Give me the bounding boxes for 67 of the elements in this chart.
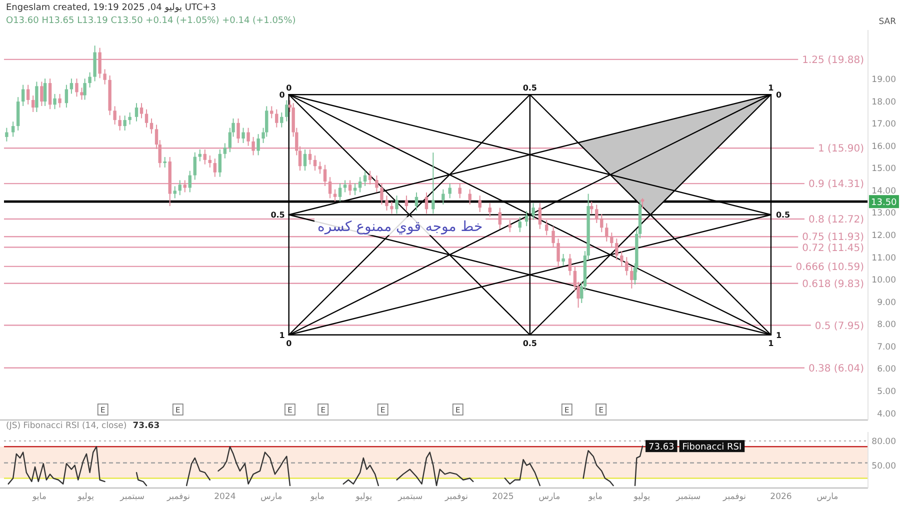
y-tick-label: 7.00	[877, 342, 896, 352]
y-tick-label: 18.00	[872, 97, 896, 108]
y-tick-label: 15.00	[872, 164, 896, 174]
annotation: 0.5	[522, 84, 538, 93]
y-tick-label: 14.00	[872, 186, 896, 196]
x-tick-label: نوفمبر	[166, 492, 190, 502]
y-tick-label: 19.00	[872, 75, 896, 86]
ref-line-label: 0.8 (12.72)	[808, 214, 864, 226]
x-tick-label: يوليو	[76, 492, 95, 502]
annotation: 0.5	[776, 210, 791, 220]
annotation: 1	[768, 338, 774, 348]
ref-line-label: 0.72 (11.45)	[802, 242, 864, 254]
ref-line-label: 1.25 (19.88)	[802, 54, 864, 66]
y-tick-label: 16.00	[872, 142, 896, 152]
x-tick-label: مايو	[32, 492, 46, 502]
x-tick-label: يوليو	[632, 492, 651, 502]
annotation: 0	[279, 90, 286, 100]
y-tick-label: 9.00	[877, 298, 896, 308]
annotation: 0	[286, 338, 292, 348]
text: Engeslam created, 19:19 2025 ,04 يوليو UTC+3	[6, 3, 216, 13]
y-tick-label: 80.00	[872, 436, 896, 447]
y-tick-label: 4.00	[877, 409, 896, 420]
x-tick-label: مارس	[260, 492, 282, 502]
annotation: خط موجه قوي ممنوع كسره	[318, 219, 483, 236]
ref-line-label: 0.618 (9.83)	[802, 278, 864, 290]
ref-line-label: 1 (15.90)	[818, 144, 864, 155]
x-tick-label: مايو	[588, 492, 602, 502]
annotation: 0.5	[522, 338, 538, 348]
x-tick-label: نوفمبر	[444, 492, 468, 502]
text: O13.60 H13.65 L13.19 C13.50 +0.14 (+1.05%) +0.14 (+1.05%)	[6, 16, 296, 26]
y-tick-label: 17.00	[872, 120, 896, 130]
y-tick-label: 8.00	[877, 320, 896, 330]
ref-line-label: 0.75 (11.93)	[802, 232, 864, 244]
y-tick-label: 12.00	[872, 231, 896, 242]
x-tick-label: 2024	[214, 492, 236, 502]
x-tick-label: 2025	[492, 492, 514, 502]
x-tick-label: نوفمبر	[722, 492, 746, 502]
ref-line-label: 0.38 (6.04)	[808, 363, 864, 374]
annotation: 0	[286, 84, 292, 93]
text: Fibonacci RSI	[682, 442, 742, 453]
ref-line-label: 13.50	[871, 198, 898, 208]
y-tick-label: 6.00	[877, 364, 896, 375]
x-tick-label: مارس	[538, 492, 560, 502]
y-tick-label: 10.00	[872, 276, 896, 286]
x-tick-label: مايو	[310, 492, 324, 502]
ref-line-label: 0.666 (10.59)	[796, 262, 864, 273]
y-axis-title: SAR	[878, 17, 896, 27]
annotation: 0.5	[270, 210, 286, 220]
x-tick-label: 2026	[770, 492, 792, 502]
y-tick-label: 50.00	[872, 461, 896, 472]
x-tick-label: سبتمبر	[397, 492, 423, 502]
x-tick-label: سبتمبر	[675, 492, 701, 502]
x-tick-label: مارس	[816, 492, 838, 502]
ref-line-label: 0.5 (7.95)	[814, 320, 864, 332]
annotation: 0	[776, 90, 782, 100]
text: 73.63	[132, 421, 160, 431]
annotation: 1	[768, 84, 774, 93]
x-tick-label: سبتمبر	[119, 492, 145, 502]
annotation: 1	[279, 330, 286, 340]
chart-title: (JS) Fibonacci RSI (14, close)	[6, 421, 127, 431]
data-label: 73.63	[648, 442, 674, 453]
x-tick-label: يوليو	[354, 492, 373, 502]
ref-line-label: 0.9 (14.31)	[808, 179, 864, 190]
y-tick-label: 5.00	[877, 387, 896, 398]
y-tick-label: 13.00	[872, 208, 896, 219]
annotation: 1	[776, 330, 782, 340]
y-tick-label: 11.00	[872, 253, 896, 264]
